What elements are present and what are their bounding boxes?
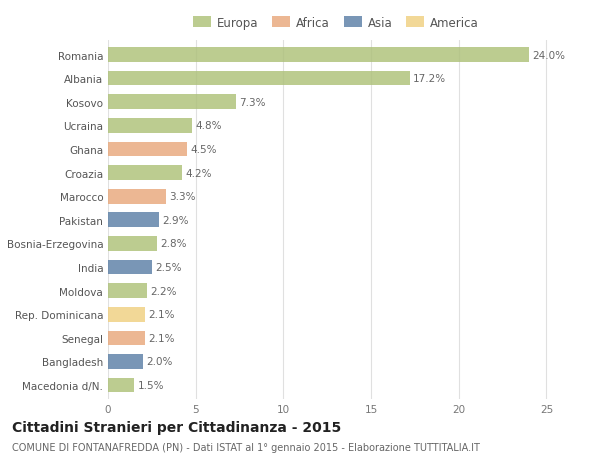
Bar [108,119,192,134]
Text: 2.1%: 2.1% [148,333,175,343]
Text: 1.5%: 1.5% [138,380,164,390]
Text: 7.3%: 7.3% [239,98,266,107]
Bar [108,236,157,251]
Text: 24.0%: 24.0% [532,50,565,61]
Bar [108,331,145,345]
Bar [108,260,152,275]
Bar [108,354,143,369]
Bar [108,142,187,157]
Text: 4.5%: 4.5% [190,145,217,155]
Text: 2.8%: 2.8% [161,239,187,249]
Text: COMUNE DI FONTANAFREDDA (PN) - Dati ISTAT al 1° gennaio 2015 - Elaborazione TUTT: COMUNE DI FONTANAFREDDA (PN) - Dati ISTA… [12,442,480,452]
Bar [108,95,236,110]
Bar [108,213,159,228]
Bar [108,190,166,204]
Bar [108,378,134,392]
Bar [108,166,182,180]
Bar [108,284,146,298]
Bar [108,48,529,63]
Text: 17.2%: 17.2% [413,74,446,84]
Text: 3.3%: 3.3% [169,192,196,202]
Text: 2.2%: 2.2% [150,286,176,296]
Legend: Europa, Africa, Asia, America: Europa, Africa, Asia, America [191,14,481,32]
Text: 4.8%: 4.8% [196,121,222,131]
Bar [108,72,410,86]
Text: 2.5%: 2.5% [155,263,182,273]
Text: 2.1%: 2.1% [148,309,175,319]
Text: 4.2%: 4.2% [185,168,212,178]
Bar [108,307,145,322]
Text: 2.9%: 2.9% [163,215,189,225]
Text: 2.0%: 2.0% [146,357,173,367]
Text: Cittadini Stranieri per Cittadinanza - 2015: Cittadini Stranieri per Cittadinanza - 2… [12,420,341,434]
